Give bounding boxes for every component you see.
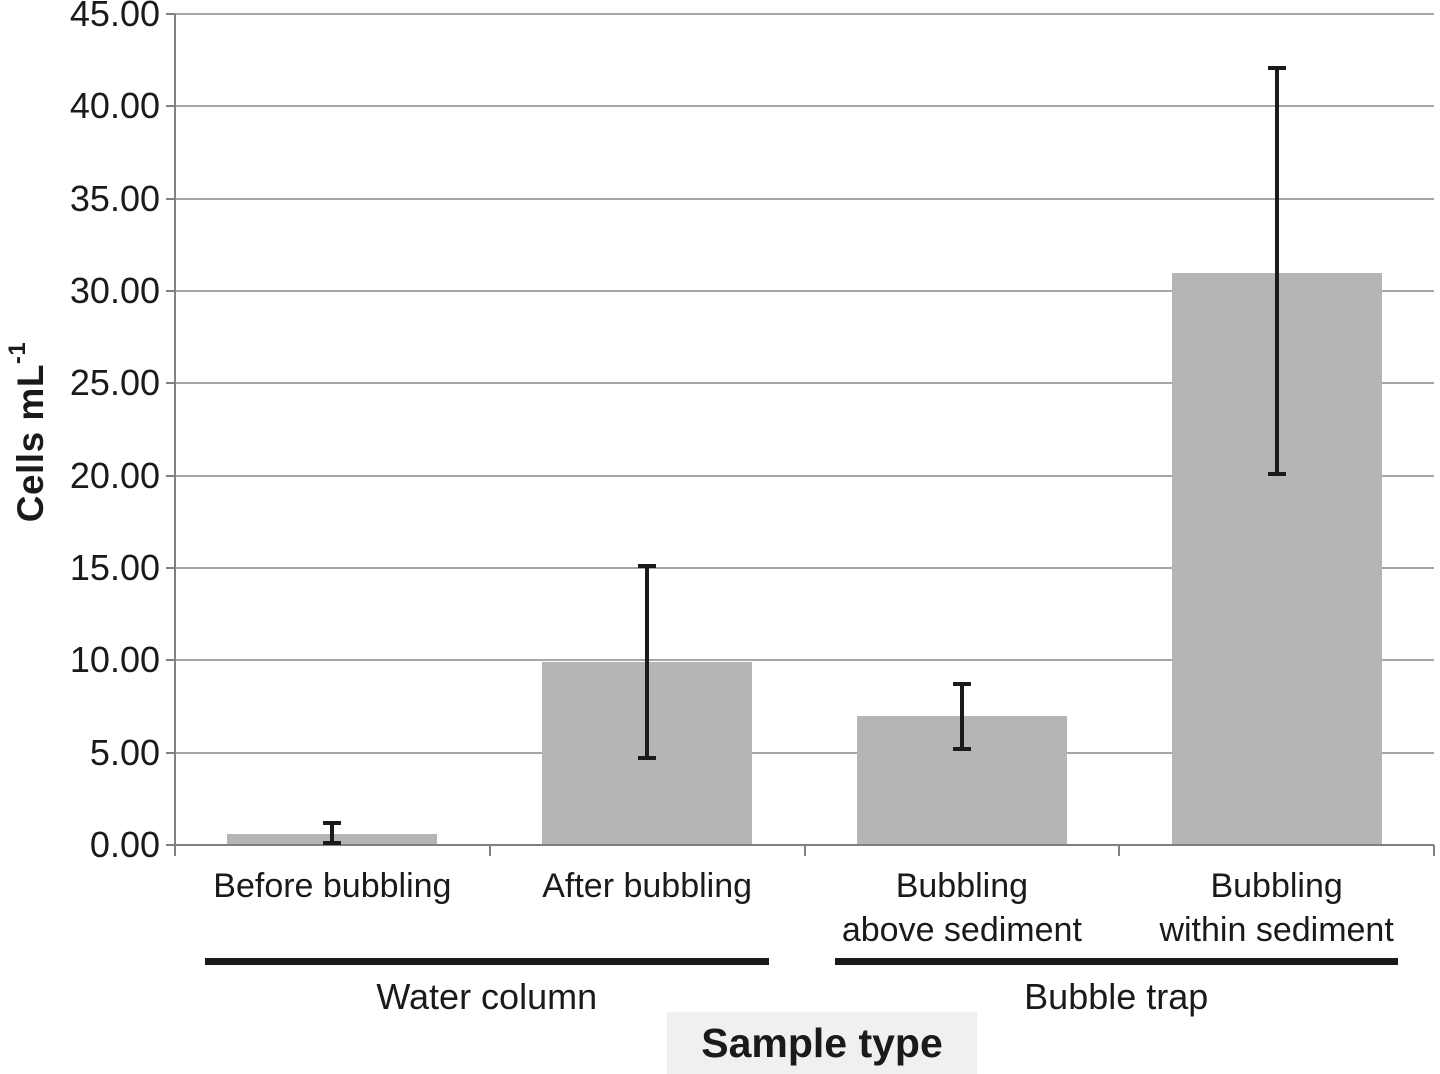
y-axis-tick <box>166 105 175 108</box>
x-axis-tick <box>1118 845 1121 856</box>
error-bar-cap-bottom <box>323 841 342 846</box>
y-axis-tick <box>166 13 175 15</box>
y-tick-label: 40.00 <box>69 85 160 127</box>
y-axis-tick <box>166 844 175 846</box>
x-axis-tick <box>803 845 806 856</box>
error-bar-cap-bottom <box>952 746 971 751</box>
y-tick-label: 0.00 <box>89 824 160 865</box>
x-axis-tick <box>488 845 491 856</box>
error-bar-cap-top <box>952 682 971 687</box>
y-tick-label: 25.00 <box>69 362 160 404</box>
x-category-label: Before bubbling <box>213 867 452 905</box>
x-category-label: After bubbling <box>542 867 753 905</box>
y-tick-label: 5.00 <box>89 731 160 773</box>
x-axis-tick <box>1433 845 1435 856</box>
y-tick-label: 10.00 <box>69 639 160 681</box>
y-axis-tick <box>166 751 175 754</box>
x-axis-title-box: Sample type <box>667 1012 977 1074</box>
gridline <box>175 474 1434 477</box>
y-tick-label: 15.00 <box>69 547 160 588</box>
error-bar-line <box>645 566 650 759</box>
x-axis-tick <box>174 845 176 856</box>
group-line-bubble-trap <box>834 958 1398 965</box>
gridline <box>175 751 1434 754</box>
y-tick-label: 20.00 <box>69 454 160 496</box>
error-bar-cap-top <box>638 564 657 569</box>
y-tick-label: 45.00 <box>69 0 160 34</box>
x-axis-title: Sample type <box>701 1019 943 1066</box>
y-axis-tick <box>166 382 175 385</box>
x-category-label: Bubbling above sediment <box>841 867 1082 949</box>
error-bar-cap-top <box>1267 65 1286 70</box>
gridline <box>175 105 1434 108</box>
error-bar-cap-top <box>323 820 342 825</box>
gridline <box>175 382 1434 385</box>
error-bar-cap-bottom <box>638 756 657 761</box>
gridline <box>175 197 1434 200</box>
gridline <box>175 567 1434 569</box>
y-axis-tick <box>166 567 175 569</box>
group-label-water-column: Water column <box>376 976 598 1017</box>
y-tick-label: 30.00 <box>69 270 160 311</box>
x-category-label: Bubbling within sediment <box>1159 867 1394 949</box>
error-bar-line <box>959 684 964 749</box>
y-axis-tick <box>166 197 175 200</box>
y-axis-tick <box>166 659 175 662</box>
y-axis-tick <box>166 290 175 292</box>
error-bar-line <box>1274 67 1279 474</box>
group-line-water-column <box>205 958 769 965</box>
gridline <box>175 290 1434 292</box>
error-bar-cap-bottom <box>1267 471 1286 476</box>
y-axis-line <box>174 14 176 847</box>
y-tick-label: 35.00 <box>69 177 160 219</box>
gridline <box>175 13 1434 15</box>
gridline <box>175 659 1434 662</box>
group-label-bubble-trap: Bubble trap <box>1024 976 1209 1017</box>
error-bar-line <box>330 822 335 844</box>
y-axis-tick <box>166 474 175 477</box>
y-axis-title-superscript: -1 <box>4 341 31 365</box>
